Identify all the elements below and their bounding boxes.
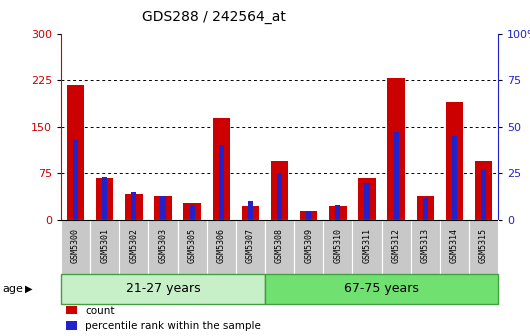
Text: GSM5303: GSM5303 [158, 228, 167, 263]
Text: GSM5312: GSM5312 [392, 228, 401, 263]
Bar [335, 205, 340, 220]
Bar [207, 220, 236, 274]
Text: GSM5313: GSM5313 [421, 228, 430, 263]
Bar [300, 211, 317, 220]
Bar [440, 220, 469, 274]
Text: GSM5305: GSM5305 [188, 228, 197, 263]
Bar [148, 220, 178, 274]
Text: age: age [3, 284, 23, 294]
Text: GDS288 / 242564_at: GDS288 / 242564_at [142, 10, 286, 24]
Bar [265, 220, 294, 274]
Bar [125, 194, 143, 220]
Bar [411, 220, 440, 274]
Bar [452, 136, 457, 220]
Bar [178, 220, 207, 274]
Bar [161, 196, 165, 220]
Text: ▶: ▶ [25, 284, 33, 294]
Text: GSM5314: GSM5314 [450, 228, 459, 263]
Bar [96, 178, 113, 220]
Bar [236, 220, 265, 274]
Bar [61, 274, 265, 304]
Bar [394, 132, 399, 220]
Bar [119, 220, 148, 274]
Text: 21-27 years: 21-27 years [126, 283, 200, 295]
Bar [242, 206, 259, 220]
Bar [387, 78, 405, 220]
Text: GSM5307: GSM5307 [246, 228, 255, 263]
Bar [67, 85, 84, 220]
Bar [323, 220, 352, 274]
Bar [382, 220, 411, 274]
Bar [306, 211, 311, 220]
Bar [61, 220, 90, 274]
Text: GSM5300: GSM5300 [71, 228, 80, 263]
Text: 67-75 years: 67-75 years [344, 283, 419, 295]
Bar [190, 205, 195, 220]
Bar [294, 220, 323, 274]
Bar [102, 177, 107, 220]
Text: GSM5308: GSM5308 [275, 228, 284, 263]
Bar [277, 173, 282, 220]
Bar [329, 206, 347, 220]
Bar [73, 140, 78, 220]
Text: GSM5315: GSM5315 [479, 228, 488, 263]
Bar [183, 203, 201, 220]
Bar [131, 192, 136, 220]
Bar [365, 183, 369, 220]
Bar [358, 178, 376, 220]
Bar [352, 220, 382, 274]
Text: GSM5311: GSM5311 [363, 228, 372, 263]
Bar [469, 220, 498, 274]
Text: GSM5309: GSM5309 [304, 228, 313, 263]
Text: GSM5302: GSM5302 [129, 228, 138, 263]
Bar [417, 197, 434, 220]
Bar [219, 145, 224, 220]
Bar [248, 202, 253, 220]
Bar [213, 118, 230, 220]
Text: GSM5301: GSM5301 [100, 228, 109, 263]
Bar [90, 220, 119, 274]
Text: GSM5310: GSM5310 [333, 228, 342, 263]
Bar [475, 161, 492, 220]
Bar [423, 198, 428, 220]
Bar [481, 170, 486, 220]
Legend: count, percentile rank within the sample: count, percentile rank within the sample [66, 305, 261, 331]
Text: GSM5306: GSM5306 [217, 228, 226, 263]
Bar [446, 102, 463, 220]
Bar [154, 197, 172, 220]
Bar [265, 274, 498, 304]
Bar [271, 161, 288, 220]
